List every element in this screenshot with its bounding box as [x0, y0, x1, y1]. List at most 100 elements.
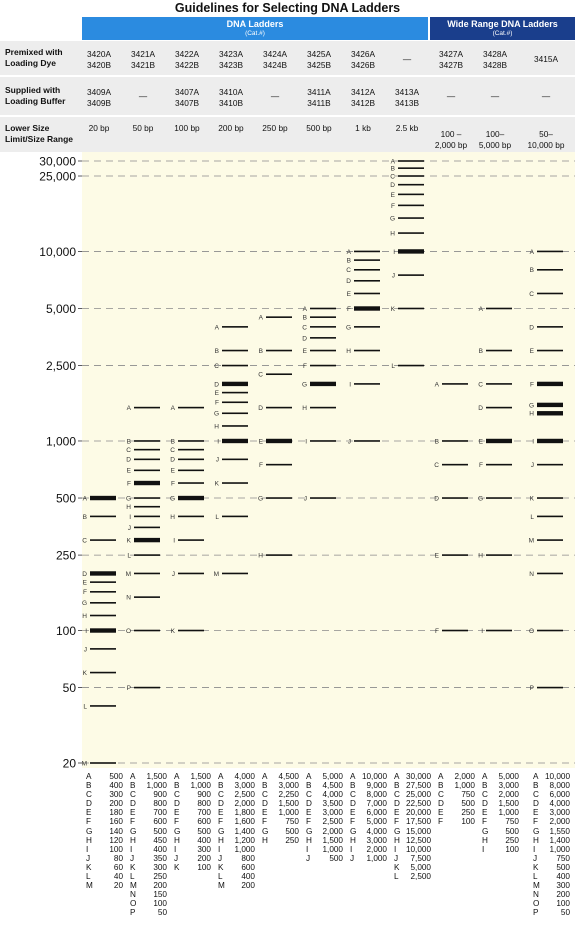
band-lane4-F [222, 401, 248, 404]
legend-row: L 400 [218, 872, 255, 881]
legend-row: A 10,000 [350, 772, 387, 781]
band-letter: F [530, 381, 534, 388]
lane-legend-7: A 10,000 B 9,000 C 8,000 D 7,000 E 6,000 F 5,000 G 4,… [350, 772, 387, 863]
band-lane2-L [134, 554, 160, 556]
legend-value: 1,000 [190, 781, 212, 791]
legend-value: 750 [285, 817, 299, 827]
cell-text: — [138, 91, 148, 101]
legend-letter: D [306, 799, 312, 809]
legend-letter: H [130, 835, 136, 845]
band-letter: E [479, 438, 484, 445]
band-letter: E [127, 468, 132, 475]
legend-row: E 180 [86, 808, 123, 817]
band-letter: C [390, 173, 395, 180]
legend-row: F 750 [262, 817, 299, 826]
legend-row: D 800 [174, 799, 211, 808]
legend-value: 1,000 [322, 844, 344, 854]
band-letter: P [127, 685, 131, 692]
cell-text: 3427B [439, 60, 463, 70]
legend-row: A 2,000 [438, 772, 475, 781]
band-letter: A [259, 315, 264, 322]
legend-value: 500 [109, 772, 123, 781]
legend-letter: G [174, 826, 181, 836]
band-letter: M [82, 760, 87, 767]
legend-value: 200 [153, 881, 167, 891]
lane-legend-3: A 1,500 B 1,000 C 900 D 800 E 700 F 600 G 500 H 400 I 300… [174, 772, 211, 872]
legend-letter: G [306, 826, 313, 836]
cell-size-col10: 100– 5,000 bp [473, 129, 517, 151]
legend-letter: L [130, 872, 135, 882]
cell-text: 3425B [307, 60, 331, 70]
legend-value: 750 [461, 790, 475, 800]
band-letter: A [303, 306, 308, 313]
cell-text: 3422A [175, 49, 199, 59]
legend-row: C 2,000 [482, 790, 519, 799]
legend-row: E 3,000 [306, 808, 343, 817]
dna-ladders-header: DNA Ladders (Cat.#) [82, 17, 428, 40]
cell-text: 3411A [307, 87, 331, 97]
band-lane5-A [266, 316, 292, 318]
legend-letter: B [130, 781, 136, 791]
legend-row: J 500 [306, 854, 343, 863]
cell-size-col1: 20 bp [77, 123, 121, 134]
legend-value: 450 [153, 835, 167, 845]
band-lane5-F [266, 463, 292, 466]
cell-premixed-col6: 3425A 3425B [297, 49, 341, 71]
legend-letter: K [533, 862, 539, 872]
legend-value: 1,000 [146, 781, 168, 791]
legend-row: J 1,000 [350, 854, 387, 863]
legend-row: K 100 [174, 863, 211, 872]
legend-letter: M [86, 881, 93, 891]
legend-letter: D [482, 799, 488, 809]
band-letter: D [170, 457, 175, 464]
cell-premixed-col3: 3422A 3422B [165, 49, 209, 71]
band-letter: L [127, 552, 131, 559]
band-lane5-E [266, 438, 292, 444]
band-lane1-J [90, 648, 116, 650]
band-lane11-K [537, 497, 563, 499]
band-letter: C [478, 381, 483, 388]
legend-letter: F [438, 817, 444, 827]
legend-row: H 400 [174, 836, 211, 845]
lane-legend-4: A 4,000 B 3,000 C 2,500 D 2,000 E 1,800 F 1,600 G 1,4… [218, 772, 255, 890]
band-letter: F [259, 462, 263, 469]
legend-value: 500 [285, 826, 299, 836]
legend-value: 2,000 [498, 790, 520, 800]
legend-value: 20,000 [405, 808, 431, 818]
cell-text: 3427A [439, 49, 463, 59]
legend-row: E 250 [438, 808, 475, 817]
cell-premixed-col2: 3421A 3421B [121, 49, 165, 71]
band-lane1-B [90, 515, 116, 518]
legend-value: 1,000 [454, 781, 476, 791]
legend-letter: C [262, 790, 268, 800]
legend-row: C 900 [130, 790, 167, 799]
y-tick-label: 5,000 [46, 302, 76, 316]
legend-row: E 1,800 [218, 808, 255, 817]
legend-value: 200 [109, 799, 123, 809]
band-letter: H [346, 348, 351, 355]
legend-letter: H [306, 835, 312, 845]
cell-text: 250 bp [262, 123, 288, 133]
legend-row: A 500 [86, 772, 123, 781]
legend-row: D 3,500 [306, 799, 343, 808]
legend-row: J 750 [533, 854, 570, 863]
legend-letter: E [130, 808, 136, 818]
legend-row: K 60 [86, 863, 123, 872]
cell-size-col6: 500 bp [297, 123, 341, 134]
legend-row: A 1,500 [174, 772, 211, 781]
legend-value: 3,000 [234, 781, 256, 791]
legend-value: 400 [153, 844, 167, 854]
band-lane4-M [222, 572, 248, 575]
band-lane2-K [134, 537, 160, 543]
legend-letter: A [533, 772, 539, 781]
legend-value: 600 [153, 817, 167, 827]
legend-row: G 1,400 [218, 827, 255, 836]
band-lane7-H [354, 349, 380, 352]
legend-value: 900 [153, 790, 167, 800]
band-lane11-F [537, 381, 563, 387]
legend-row: B 27,500 [394, 781, 431, 790]
supplied-label-line-1: Supplied with [5, 85, 61, 95]
band-lane2-M [134, 572, 160, 575]
legend-value: 12,500 [405, 835, 431, 845]
premixed-row [0, 41, 575, 75]
